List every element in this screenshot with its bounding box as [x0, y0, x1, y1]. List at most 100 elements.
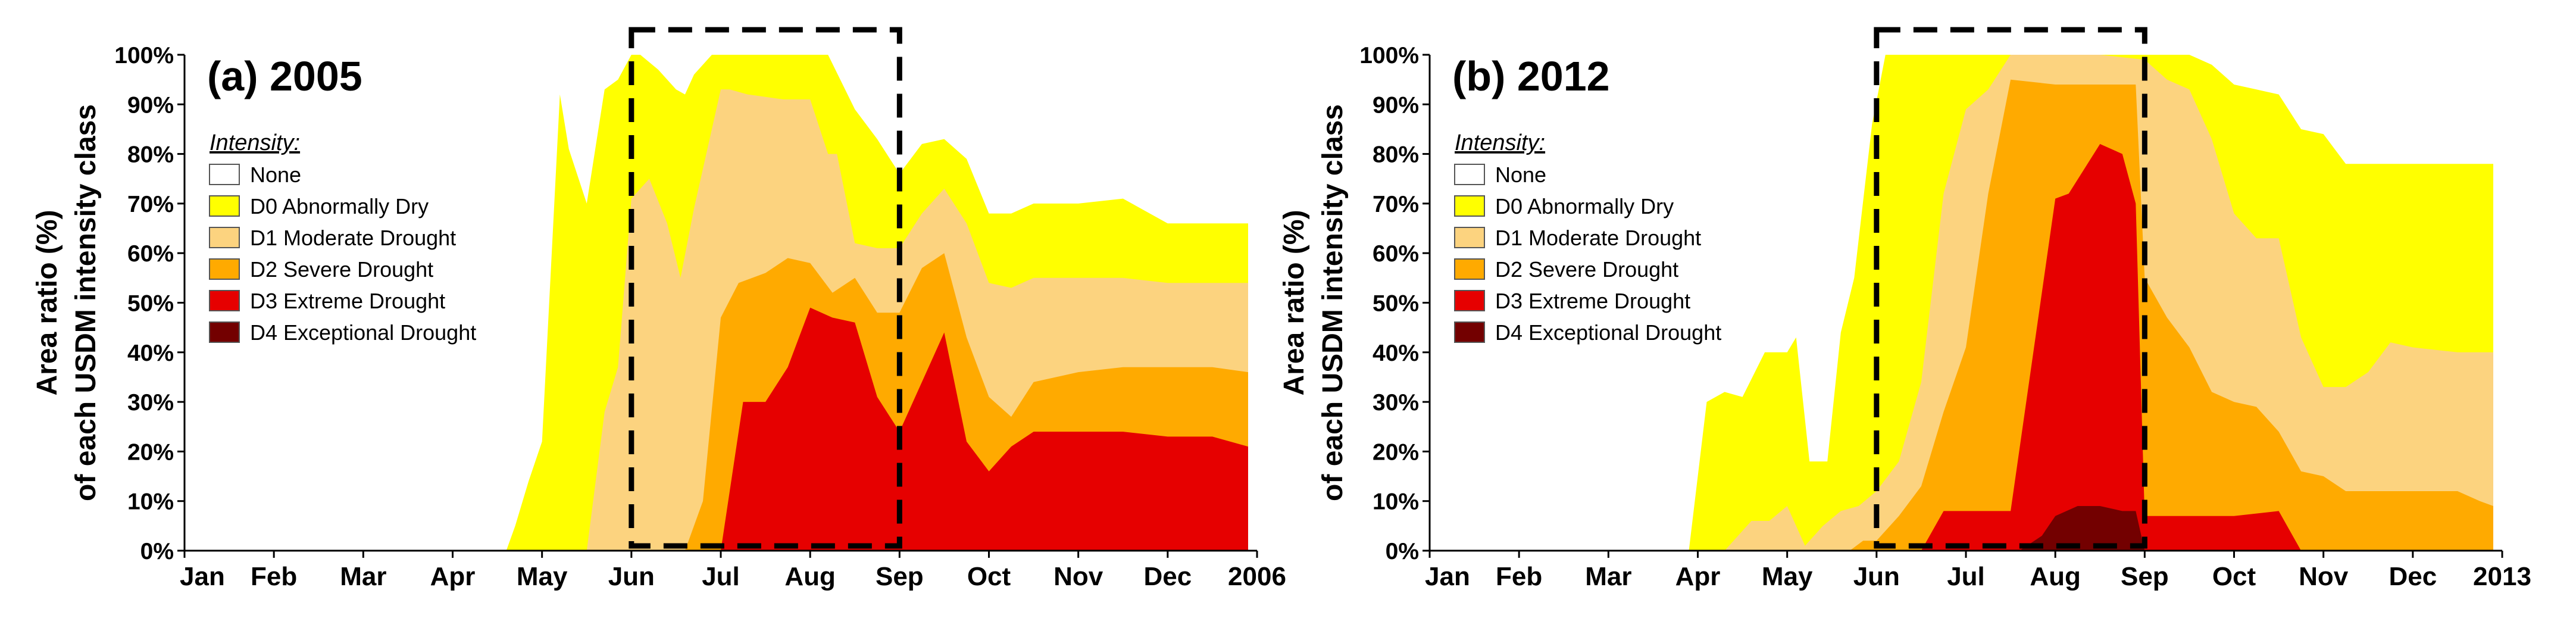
- legend-label: D0 Abnormally Dry: [250, 194, 429, 218]
- x-tick-label: Jan: [1425, 562, 1470, 591]
- chart-panel-2: Area ratio (%) of each USDM intensity cla…: [1278, 27, 2531, 591]
- legend-label: D3 Extreme Drought: [1495, 289, 1690, 313]
- x-tick-label: Oct: [2212, 562, 2256, 591]
- y-tick-label: 40%: [127, 341, 174, 366]
- legend-label: D4 Exceptional Drought: [250, 320, 476, 345]
- x-tick-label: Jul: [702, 562, 740, 591]
- x-tick-label: Dec: [1143, 562, 1192, 591]
- area-series-4: [712, 307, 1248, 551]
- legend-label: None: [250, 163, 301, 187]
- y-tick-label: 0%: [140, 539, 174, 564]
- legend-swatch: [1454, 164, 1485, 185]
- area-series-3: [1849, 79, 2493, 551]
- x-tick-label: Mar: [340, 562, 386, 591]
- legend: Intensity: None D0 Abnormally Dry D1 Modera…: [1454, 130, 1721, 345]
- y-tick-label: 70%: [127, 192, 174, 217]
- y-tick-label: 50%: [127, 291, 174, 317]
- x-tick-label: Oct: [967, 562, 1011, 591]
- legend-swatch: [1454, 321, 1485, 343]
- y-tick-label: 60%: [127, 241, 174, 267]
- legend-swatch: [1454, 290, 1485, 311]
- legend-swatch: [1454, 195, 1485, 217]
- chart-panel-1: Area ratio (%) of each USDM intensity cla…: [32, 27, 1286, 591]
- panel-title: (b) 2012: [1452, 53, 1610, 99]
- x-tick-label: Nov: [1053, 562, 1103, 591]
- x-tick-label: 2006: [1228, 562, 1286, 591]
- legend-item: D3 Extreme Drought: [209, 289, 445, 313]
- legend-label: D2 Severe Drought: [250, 257, 433, 282]
- y-axis-label: Area ratio (%): [32, 210, 63, 395]
- legend-label: D1 Moderate Drought: [250, 226, 456, 250]
- legend-title: Intensity:: [1455, 130, 1545, 155]
- x-tick-label: Sep: [876, 562, 924, 591]
- legend-title: Intensity:: [210, 130, 300, 155]
- x-tick-label: Aug: [2030, 562, 2081, 591]
- y-tick-label: 20%: [1373, 439, 1419, 465]
- x-tick-label: Apr: [1675, 562, 1721, 591]
- x-tick-label: Sep: [2121, 562, 2169, 591]
- y-tick-label: 90%: [1373, 92, 1419, 118]
- legend-swatch: [209, 258, 240, 280]
- x-tick-label: Jul: [1947, 562, 1985, 591]
- x-tick-label: Nov: [2299, 562, 2349, 591]
- y-tick-label: 80%: [127, 142, 174, 168]
- y-tick-label: 0%: [1386, 539, 1419, 564]
- x-tick-label: Feb: [251, 562, 297, 591]
- area-series-5: [2019, 506, 2145, 551]
- x-tick-label: Mar: [1585, 562, 1631, 591]
- legend-item: D1 Moderate Drought: [1454, 226, 1701, 250]
- y-tick-label: 100%: [1359, 43, 1419, 68]
- legend-swatch: [209, 164, 240, 185]
- legend-item: D3 Extreme Drought: [1454, 289, 1690, 313]
- legend-swatch: [1454, 227, 1485, 248]
- y-tick-label: 30%: [1373, 390, 1419, 416]
- legend-item: D4 Exceptional Drought: [209, 320, 476, 345]
- y-axis-label-sub: of each USDM intensity class: [1317, 104, 1349, 501]
- y-tick-label: 70%: [1373, 192, 1419, 217]
- x-tick-label: Aug: [784, 562, 836, 591]
- legend-swatch: [209, 227, 240, 248]
- legend: Intensity: None D0 Abnormally Dry D1 Modera…: [209, 130, 476, 345]
- y-axis-label: Area ratio (%): [1278, 210, 1310, 395]
- y-tick-label: 20%: [127, 439, 174, 465]
- legend-label: D1 Moderate Drought: [1495, 226, 1701, 250]
- panel-title: (a) 2005: [207, 53, 362, 99]
- y-tick-label: 50%: [1373, 291, 1419, 317]
- y-tick-label: 10%: [1373, 489, 1419, 515]
- y-tick-label: 80%: [1373, 142, 1419, 168]
- legend-item: None: [1454, 163, 1546, 187]
- x-tick-label: 2013: [2473, 562, 2531, 591]
- legend-swatch: [209, 195, 240, 217]
- highlight-dashed-box: [629, 27, 902, 549]
- legend-item: D0 Abnormally Dry: [209, 194, 429, 218]
- legend-label: D3 Extreme Drought: [250, 289, 445, 313]
- y-axis-label-sub: of each USDM intensity class: [70, 104, 102, 501]
- x-tick-label: May: [1762, 562, 1813, 591]
- legend-item: D4 Exceptional Drought: [1454, 320, 1721, 345]
- legend-item: None: [209, 163, 301, 187]
- legend-item: D2 Severe Drought: [209, 257, 433, 282]
- legend-swatch: [209, 321, 240, 343]
- x-tick-label: Apr: [430, 562, 476, 591]
- legend-label: D0 Abnormally Dry: [1495, 194, 1674, 218]
- x-tick-label: Jan: [180, 562, 225, 591]
- area-series-4: [1921, 143, 2324, 551]
- highlight-dashed-box: [1874, 27, 2147, 549]
- y-tick-label: 40%: [1373, 341, 1419, 366]
- y-tick-label: 90%: [127, 92, 174, 118]
- legend-swatch: [209, 290, 240, 311]
- legend-label: D4 Exceptional Drought: [1495, 320, 1721, 345]
- legend-item: D0 Abnormally Dry: [1454, 194, 1674, 218]
- y-tick-label: 30%: [127, 390, 174, 416]
- x-tick-label: Jun: [608, 562, 655, 591]
- legend-swatch: [1454, 258, 1485, 280]
- legend-item: D2 Severe Drought: [1454, 257, 1678, 282]
- y-tick-label: 10%: [127, 489, 174, 515]
- y-tick-label: 100%: [114, 43, 174, 68]
- x-tick-label: Feb: [1496, 562, 1542, 591]
- x-tick-label: Dec: [2389, 562, 2437, 591]
- y-tick-label: 60%: [1373, 241, 1419, 267]
- x-tick-label: Jun: [1853, 562, 1900, 591]
- legend-label: None: [1495, 163, 1546, 187]
